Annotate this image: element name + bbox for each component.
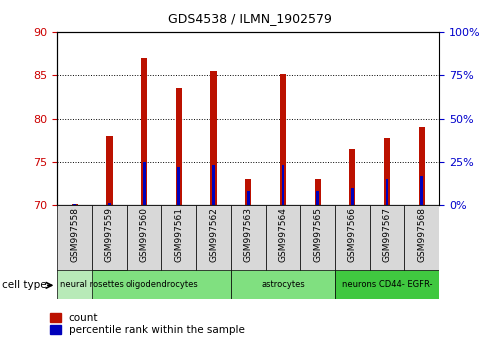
Bar xyxy=(57,205,92,271)
Text: neurons CD44- EGFR-: neurons CD44- EGFR- xyxy=(342,280,432,289)
Bar xyxy=(211,71,217,205)
Bar xyxy=(314,179,321,205)
Bar xyxy=(265,205,300,271)
Bar xyxy=(92,205,127,271)
Bar xyxy=(176,88,182,205)
Bar xyxy=(316,192,319,205)
Bar xyxy=(300,205,335,271)
Bar xyxy=(280,74,286,205)
Bar xyxy=(335,205,370,271)
Bar xyxy=(384,138,390,205)
Text: neural rosettes: neural rosettes xyxy=(60,280,124,289)
Bar xyxy=(127,205,162,271)
Bar xyxy=(143,162,146,205)
Bar xyxy=(335,270,439,299)
Text: GSM997564: GSM997564 xyxy=(278,207,287,262)
Text: astrocytes: astrocytes xyxy=(261,280,305,289)
Text: GSM997558: GSM997558 xyxy=(70,207,79,262)
Bar xyxy=(141,58,147,205)
Text: GSM997561: GSM997561 xyxy=(174,207,183,262)
Bar xyxy=(178,167,180,205)
Bar xyxy=(281,165,284,205)
Bar xyxy=(386,179,388,205)
Bar xyxy=(196,205,231,271)
Text: GSM997559: GSM997559 xyxy=(105,207,114,262)
Bar xyxy=(370,205,404,271)
Bar xyxy=(92,270,231,299)
Legend: count, percentile rank within the sample: count, percentile rank within the sample xyxy=(50,313,245,335)
Bar xyxy=(245,179,251,205)
Bar xyxy=(162,205,196,271)
Text: GSM997567: GSM997567 xyxy=(383,207,392,262)
Text: cell type: cell type xyxy=(2,280,47,290)
Bar xyxy=(349,149,355,205)
Text: oligodendrocytes: oligodendrocytes xyxy=(125,280,198,289)
Bar xyxy=(351,188,354,205)
Text: GSM997563: GSM997563 xyxy=(244,207,253,262)
Text: GSM997565: GSM997565 xyxy=(313,207,322,262)
Bar xyxy=(247,192,250,205)
Text: GSM997568: GSM997568 xyxy=(417,207,426,262)
Bar xyxy=(106,136,113,205)
Bar xyxy=(212,165,215,205)
Bar xyxy=(420,176,423,205)
Bar xyxy=(57,270,127,299)
Text: GSM997566: GSM997566 xyxy=(348,207,357,262)
Bar xyxy=(419,127,425,205)
Bar xyxy=(404,205,439,271)
Text: GSM997560: GSM997560 xyxy=(140,207,149,262)
Bar xyxy=(108,203,111,205)
Bar xyxy=(231,270,335,299)
Bar xyxy=(73,204,76,205)
Text: GDS4538 / ILMN_1902579: GDS4538 / ILMN_1902579 xyxy=(168,12,331,25)
Text: GSM997562: GSM997562 xyxy=(209,207,218,262)
Bar xyxy=(231,205,265,271)
